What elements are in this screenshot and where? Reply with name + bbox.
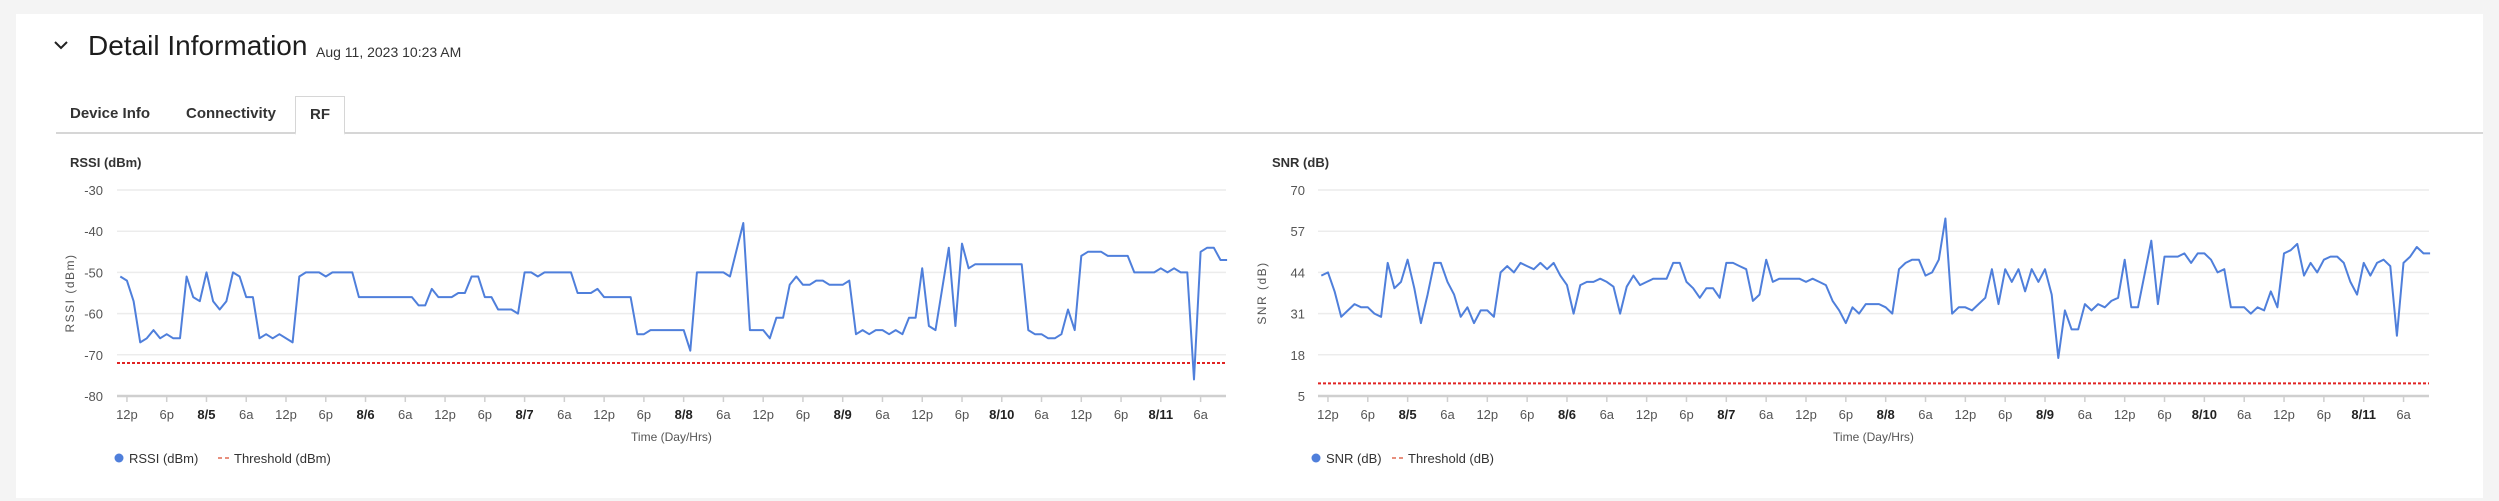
- detail-panel: [16, 14, 2483, 498]
- x-tick-label: 12p: [1636, 407, 1658, 422]
- x-tick-label: 6p: [478, 407, 492, 422]
- last-updated-timestamp: Aug 11, 2023 10:23 AM: [316, 44, 462, 60]
- x-tick-label: 8/10: [989, 407, 1014, 422]
- legend-threshold-label: Threshold (dBm): [234, 451, 331, 466]
- rssi-chart-title: RSSI (dBm): [70, 155, 142, 170]
- x-tick-label: 6a: [239, 407, 254, 422]
- x-tick-label: 12p: [752, 407, 774, 422]
- x-tick-label: 8/11: [2351, 407, 2376, 422]
- y-tick-label: 44: [1291, 265, 1305, 280]
- x-tick-label: 6a: [2237, 407, 2252, 422]
- x-tick-label: 12p: [434, 407, 456, 422]
- x-tick-label: 8/5: [197, 407, 215, 422]
- x-tick-label: 6p: [159, 407, 173, 422]
- y-tick-label: -30: [84, 183, 103, 198]
- x-tick-label: 6a: [2396, 407, 2411, 422]
- x-axis-label: Time (Day/Hrs): [631, 430, 712, 444]
- x-tick-label: 12p: [1317, 407, 1339, 422]
- legend-series-label: RSSI (dBm): [129, 451, 198, 466]
- x-tick-label: 8/5: [1399, 407, 1417, 422]
- x-tick-label: 12p: [1476, 407, 1498, 422]
- x-tick-label: 8/6: [356, 407, 374, 422]
- x-tick-label: 8/8: [675, 407, 693, 422]
- x-tick-label: 6p: [637, 407, 651, 422]
- x-tick-label: 12p: [2114, 407, 2136, 422]
- x-tick-label: 6a: [1193, 407, 1208, 422]
- y-tick-label: 70: [1291, 183, 1305, 198]
- x-tick-label: 6p: [1839, 407, 1853, 422]
- x-tick-label: 8/11: [1149, 407, 1174, 422]
- x-tick-label: 6a: [875, 407, 890, 422]
- legend-series-label: SNR (dB): [1326, 451, 1382, 466]
- x-tick-label: 12p: [275, 407, 297, 422]
- legend-threshold-label: Threshold (dB): [1408, 451, 1494, 466]
- x-tick-label: 12p: [1070, 407, 1092, 422]
- x-tick-label: 6a: [1034, 407, 1049, 422]
- y-tick-label: -40: [84, 224, 103, 239]
- x-tick-label: 12p: [1954, 407, 1976, 422]
- y-tick-label: 31: [1291, 307, 1305, 322]
- legend-series-marker: [114, 453, 124, 463]
- page-title: Detail Information: [88, 30, 308, 61]
- x-tick-label: 6p: [2317, 407, 2331, 422]
- x-tick-label: 8/10: [2192, 407, 2217, 422]
- tab-connectivity[interactable]: Connectivity: [186, 105, 277, 122]
- x-tick-label: 12p: [2273, 407, 2295, 422]
- x-tick-label: 8/6: [1558, 407, 1576, 422]
- y-tick-label: -60: [84, 307, 103, 322]
- x-tick-label: 6a: [716, 407, 731, 422]
- x-tick-label: 6p: [1679, 407, 1693, 422]
- tab-bar: Device Info Connectivity RF: [56, 96, 2483, 135]
- x-tick-label: 6a: [1600, 407, 1615, 422]
- x-tick-label: 6a: [1918, 407, 1933, 422]
- x-tick-label: 6a: [1440, 407, 1455, 422]
- x-tick-label: 12p: [1795, 407, 1817, 422]
- tab-rf[interactable]: RF: [295, 96, 345, 135]
- x-tick-label: 6p: [319, 407, 333, 422]
- x-tick-label: 6p: [955, 407, 969, 422]
- legend-series-marker: [1311, 453, 1321, 463]
- x-tick-label: 12p: [911, 407, 933, 422]
- x-tick-label: 6p: [796, 407, 810, 422]
- x-tick-label: 8/7: [1717, 407, 1735, 422]
- x-tick-label: 6a: [398, 407, 413, 422]
- x-tick-label: 8/8: [1877, 407, 1895, 422]
- y-tick-label: 57: [1291, 224, 1305, 239]
- x-tick-label: 6p: [2157, 407, 2171, 422]
- y-tick-label: -70: [84, 348, 103, 363]
- y-axis-label: RSSI (dBm): [63, 253, 77, 332]
- x-tick-label: 8/7: [516, 407, 534, 422]
- y-tick-label: 18: [1291, 348, 1305, 363]
- snr-series-line: [1320, 217, 2431, 359]
- y-axis-label: SNR (dB): [1255, 261, 1269, 324]
- snr-chart-title: SNR (dB): [1272, 155, 1330, 170]
- x-tick-label: 6a: [1759, 407, 1774, 422]
- tab-device-info[interactable]: Device Info: [70, 105, 151, 122]
- chevron-down-icon[interactable]: [50, 34, 72, 56]
- rssi-series-line: [119, 222, 1228, 381]
- x-tick-label: 6a: [2078, 407, 2093, 422]
- x-tick-label: 6p: [1114, 407, 1128, 422]
- x-tick-label: 12p: [593, 407, 615, 422]
- x-tick-label: 12p: [116, 407, 138, 422]
- x-tick-label: 6p: [1361, 407, 1375, 422]
- y-tick-label: -50: [84, 265, 103, 280]
- x-tick-label: 6p: [1998, 407, 2012, 422]
- x-tick-label: 8/9: [834, 407, 852, 422]
- y-tick-label: 5: [1298, 389, 1305, 404]
- y-tick-label: -80: [84, 389, 103, 404]
- x-axis-label: Time (Day/Hrs): [1833, 430, 1914, 444]
- x-tick-label: 6p: [1520, 407, 1534, 422]
- x-tick-label: 8/9: [2036, 407, 2054, 422]
- x-tick-label: 6a: [557, 407, 572, 422]
